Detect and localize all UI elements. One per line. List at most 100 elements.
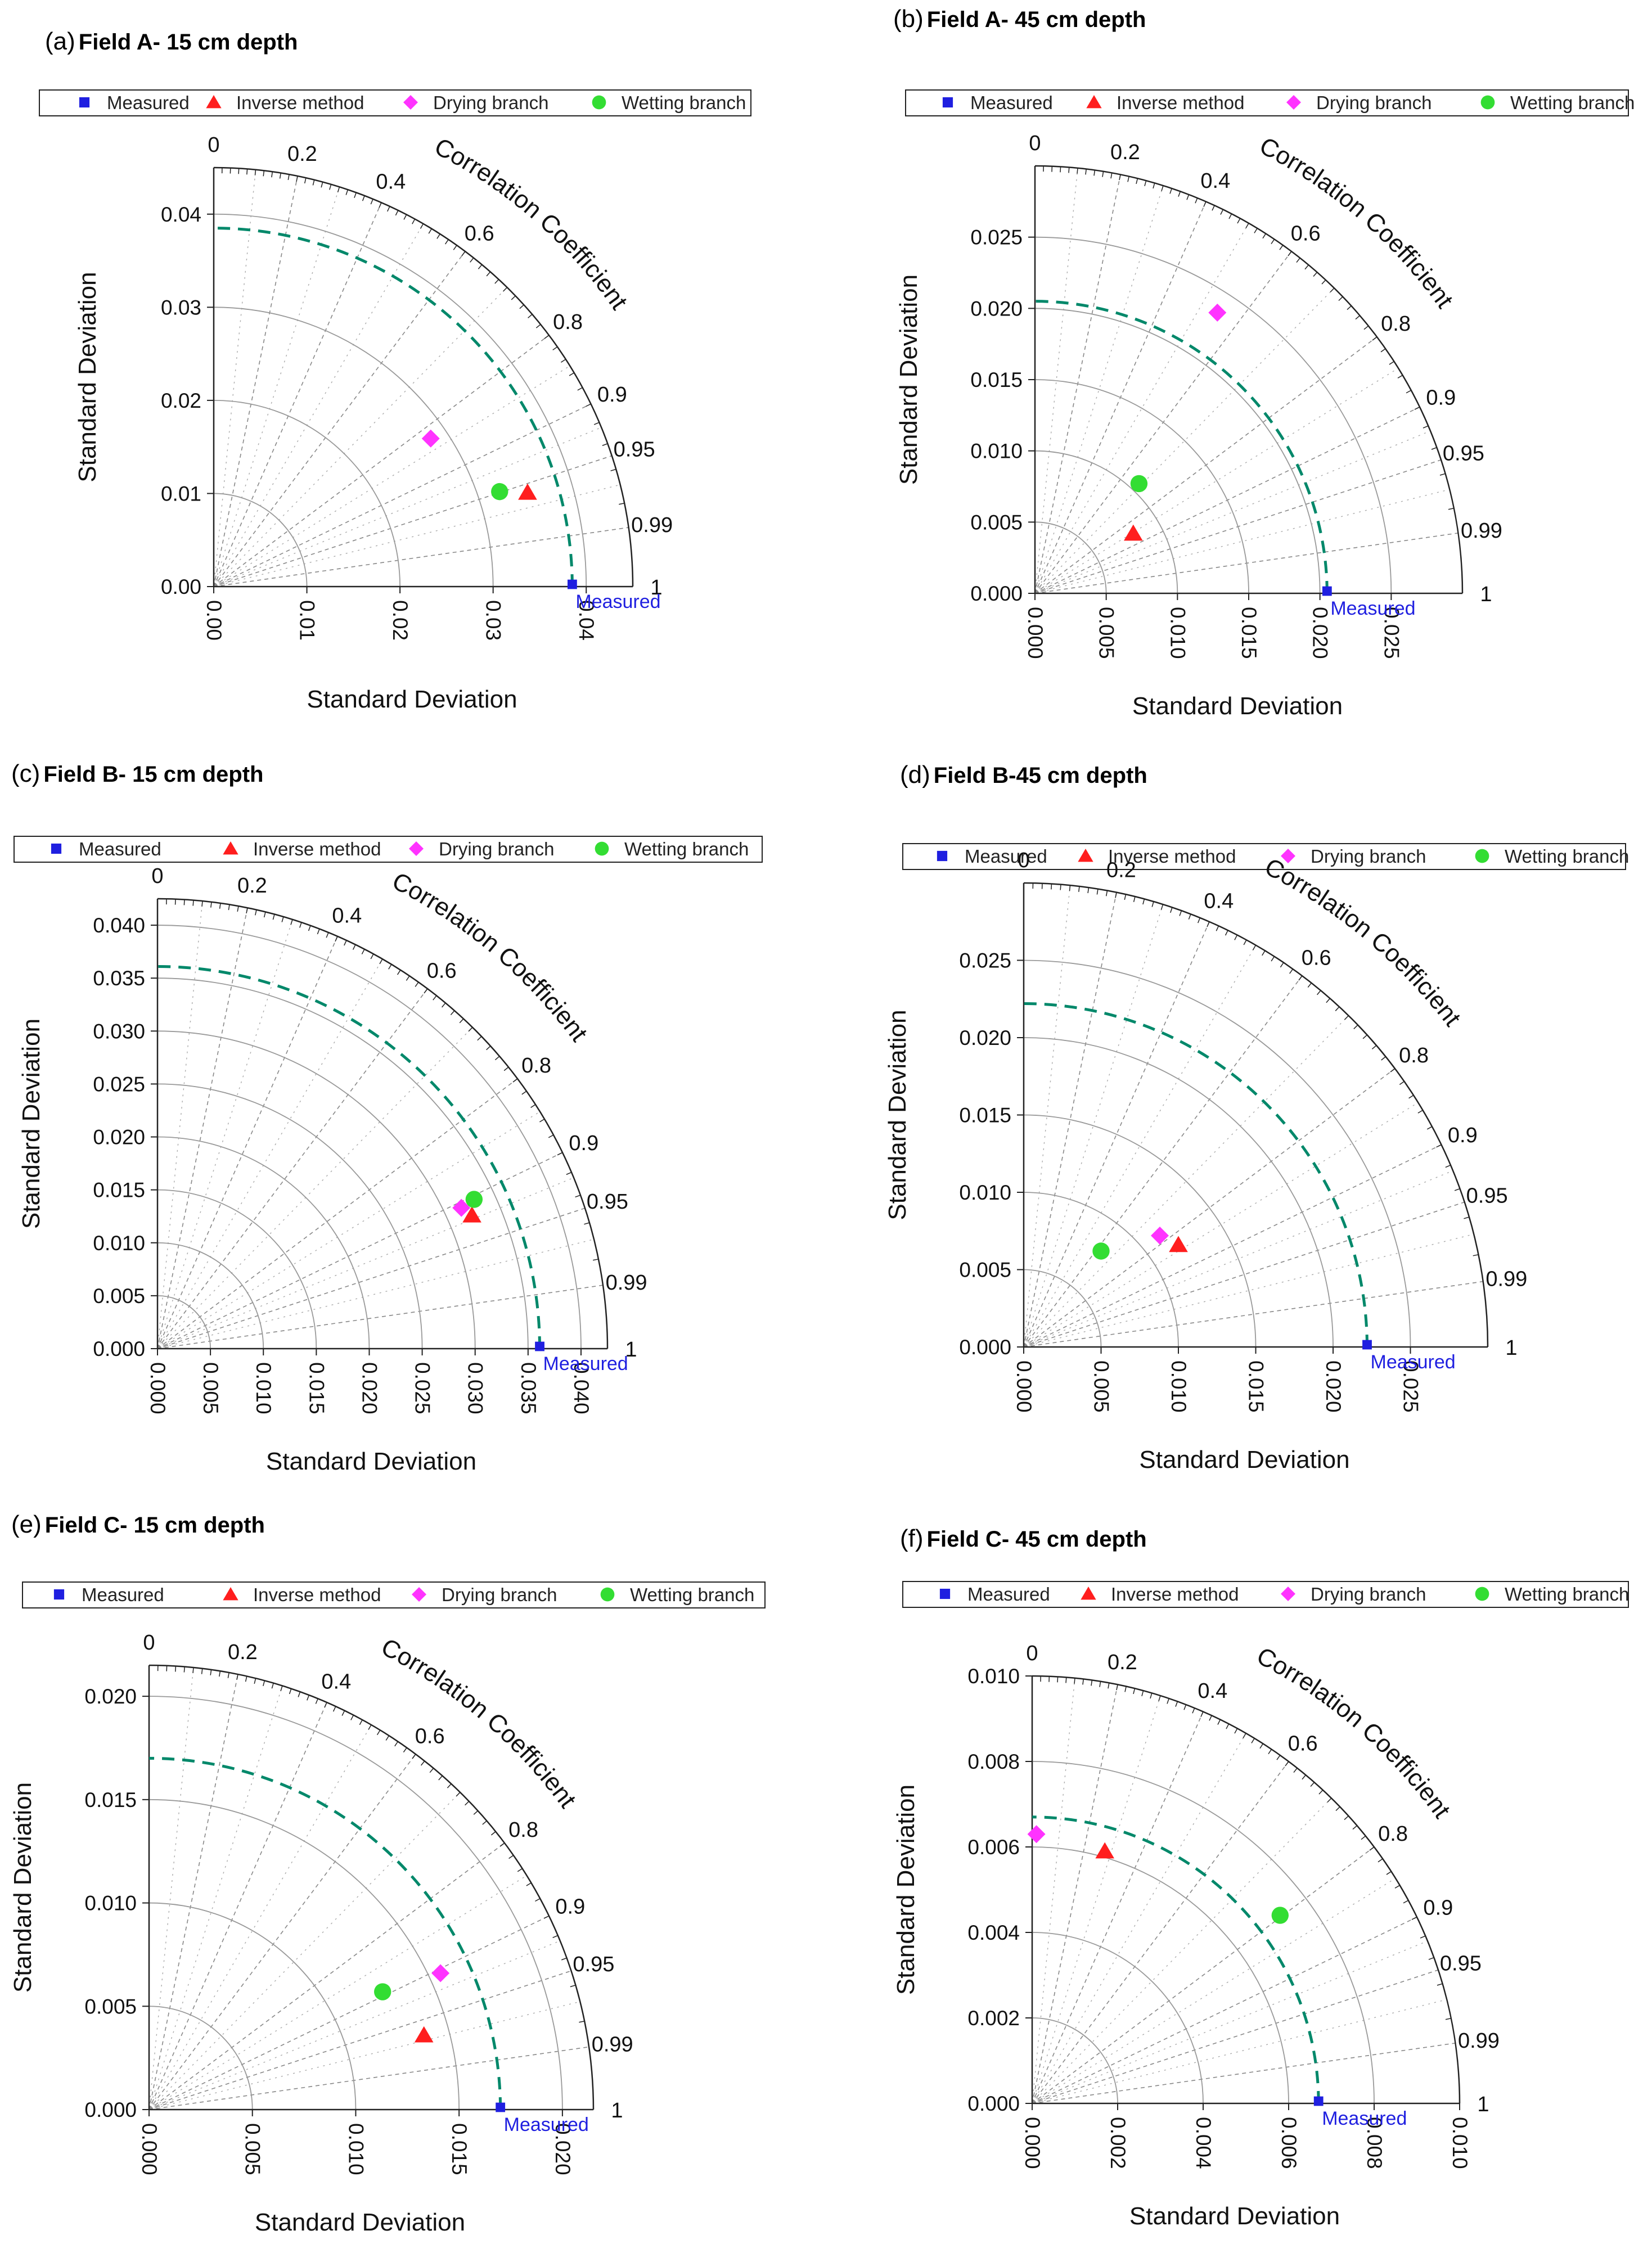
corr-tick-label: 0.95 [1466,1184,1508,1207]
corr-gridline [157,988,428,1349]
arc-tick [579,2021,585,2023]
arc-tick [385,1735,390,1741]
legend-marker [1281,1587,1295,1601]
arc-tick [1431,447,1437,450]
y-axis-title: Standard Deviation [884,1010,911,1220]
arc-tick [1188,914,1191,920]
arc-tick [1192,1707,1195,1714]
arc-tick [424,988,428,994]
arc-tick [403,214,407,220]
corr-minor-gridline [148,1667,194,2110]
arc-tick [1212,205,1215,211]
sd-arc [1023,1037,1334,1348]
corr-tick-label: 0 [1029,132,1041,155]
legend-marker [1078,849,1093,862]
arc-tick [1198,917,1201,923]
reference-arc [1032,1815,1320,2104]
sd-arc [213,213,587,587]
legend-box [39,89,751,116]
legend-label: Inverse method [253,1584,381,1605]
corr-gridline [157,908,248,1349]
arc-tick [1225,930,1228,936]
legend-marker [1281,849,1295,863]
arc-tick [304,178,307,184]
corr-tick-label: 0.6 [427,959,457,983]
taylor-panel-5: (e) Field C- 15 cm depth Measured Inverse m… [9,1511,766,2236]
sd-arc [157,925,582,1349]
x-tick-label: 0.005 [199,1362,222,1414]
panel-title: (a) Field A- 15 cm depth [45,28,298,55]
legend-label: Measured [79,839,161,859]
arc-tick [1091,1680,1093,1686]
corr-tick-label: 0.6 [1291,222,1321,245]
arc-tick [544,335,550,339]
arc-tick [1268,1749,1272,1755]
corr-minor-gridline [1032,1940,1428,2104]
arc-tick [1160,904,1164,910]
y-tick-label: 0.005 [93,1285,145,1308]
arc-tick [535,324,541,328]
arc-tick [1436,1144,1442,1148]
arc-tick [512,1078,518,1083]
legend-box [13,836,763,863]
arc-tick [254,169,256,175]
corr-gridline [1032,1969,1439,2104]
legend-label: Wetting branch [1505,1584,1629,1605]
taylor-panel-2: (b) Field A- 45 cm depth Measured Inverse m… [893,5,1635,720]
corr-tick-label: 0.9 [1448,1124,1478,1147]
arc-tick [570,1985,576,1988]
legend-marker [1480,95,1495,110]
inverse-method-point [1169,1236,1188,1252]
corr-gridline [213,251,466,587]
panel-title: (e) Field C- 15 cm depth [11,1511,265,1538]
arc-tick [575,1195,581,1198]
corr-minor-gridline [213,169,256,587]
x-tick-label: 0.006 [1277,2117,1300,2169]
panel-title: (b) Field A- 45 cm depth [893,5,1146,33]
corr-minor-gridline [148,1686,283,2110]
corr-gridline [213,202,382,587]
corr-gridline [213,455,612,587]
y-tick-label: 0.025 [93,1073,145,1096]
panel-letter: (d) [900,761,930,788]
arc-tick [438,1776,443,1781]
arc-tick [530,1104,536,1108]
arc-tick [459,1018,464,1024]
drying-branch-point [421,429,440,448]
corr-gridline [148,1754,416,2110]
arc-tick [227,1672,229,1678]
arc-tick [290,919,293,925]
corr-tick-label: 0.9 [1426,386,1456,409]
wetting-branch-point [1130,475,1148,493]
arc-tick [420,223,424,229]
x-tick-label: 0.020 [1309,607,1332,659]
arc-tick [561,1957,567,1961]
arc-tick [254,1678,256,1684]
y-axis-title: Standard Deviation [895,274,922,485]
x-tick-label: 0.03 [482,600,505,641]
arc-tick [1119,174,1121,181]
legend-box [902,843,1626,870]
x-tick-label: 0.000 [138,2123,161,2175]
arc-tick [315,1698,318,1704]
arc-tick [1389,361,1394,365]
arc-tick [387,206,390,212]
corr-minor-gridline [213,365,570,587]
arc-tick [1243,939,1247,945]
arc-tick [470,258,474,263]
corr-tick-label: 0.4 [332,904,362,927]
arc-tick [397,970,401,975]
legend-label: Inverse method [1111,1584,1239,1605]
legend-label: Measured [107,92,190,113]
arc-tick [1276,1755,1281,1760]
arc-tick [552,1935,559,1938]
arc-tick [1302,1774,1306,1780]
x-axis-title: Standard Deviation [1132,692,1343,720]
arc-tick [1144,180,1147,186]
corr-gridline [157,936,338,1349]
arc-tick [1330,287,1335,292]
sd-arc [148,2006,253,2110]
arc-tick [490,1831,496,1836]
arc-tick [610,468,616,471]
arc-tick [1296,258,1300,263]
